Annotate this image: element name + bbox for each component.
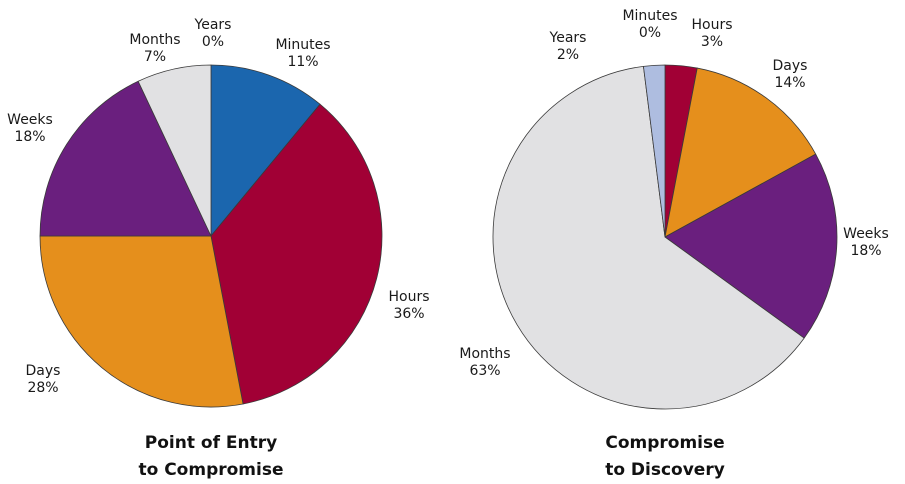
chart-title-line-1: Point of Entry [145, 433, 277, 453]
slice-label-minutes: Minutes 0% [622, 8, 677, 41]
slice-label-months: Months 7% [129, 32, 180, 65]
pie-chart-point-of-entry-to-compromise: Minutes 11% Hours 36% Days 28% Weeks 18% Months 7… [7, 17, 430, 408]
pie-slice-weeks [39, 80, 212, 237]
slice-label-minutes: Minutes 11% [275, 37, 330, 70]
slice-label-days: Days 14% [773, 58, 808, 91]
slice-label-months: Months 63% [459, 346, 510, 379]
pie-slice-hours [210, 103, 383, 405]
chart-title-line-2: to Discovery [605, 460, 725, 480]
slice-label-weeks: Weeks 18% [843, 226, 889, 259]
pie-slice-days [39, 235, 244, 408]
pie-slice-days [664, 67, 817, 238]
slice-label-days: Days 28% [26, 363, 61, 396]
slice-label-weeks: Weeks 18% [7, 112, 53, 145]
slice-label-years: Years 2% [549, 30, 587, 63]
slice-label-years: Years 0% [194, 17, 232, 50]
pie-chart-compromise-to-discovery: Minutes 0% Hours 3% Days 14% Weeks 18% Months 63%… [459, 8, 889, 410]
pie-slice-months [492, 65, 805, 410]
slice-label-hours: Hours 3% [691, 17, 732, 50]
pie-slice-minutes [210, 64, 321, 237]
chart-title-line-2: to Compromise [138, 460, 283, 480]
chart-title-line-1: Compromise [605, 433, 724, 453]
pie-slice-weeks [664, 153, 838, 339]
pie-slice-years [643, 64, 666, 238]
pie-slice-months [137, 64, 212, 237]
slice-label-hours: Hours 36% [388, 289, 429, 322]
